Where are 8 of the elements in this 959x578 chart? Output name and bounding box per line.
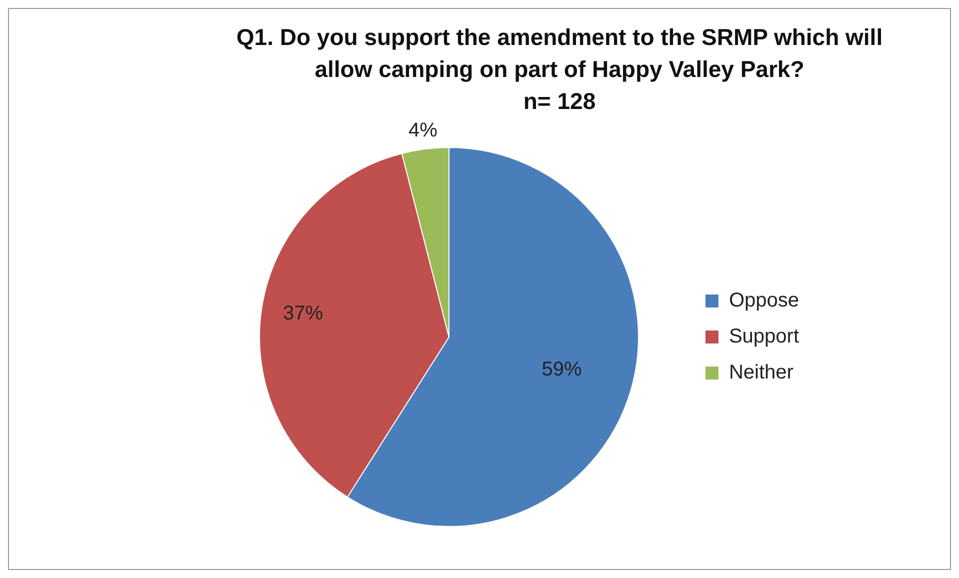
data-label: 4% <box>408 120 438 142</box>
legend-label: Oppose <box>728 290 800 312</box>
legend-label: Neither <box>728 362 794 384</box>
chart-subtitle: n= 128 <box>522 87 597 116</box>
chart-title: Q1. Do you support the amendment to the SRMP which will allow camping on part of Happy Valley Park? <box>235 23 884 84</box>
data-label: 37% <box>282 302 324 324</box>
data-label: 59% <box>542 358 582 380</box>
legend-label: Support <box>728 326 800 348</box>
